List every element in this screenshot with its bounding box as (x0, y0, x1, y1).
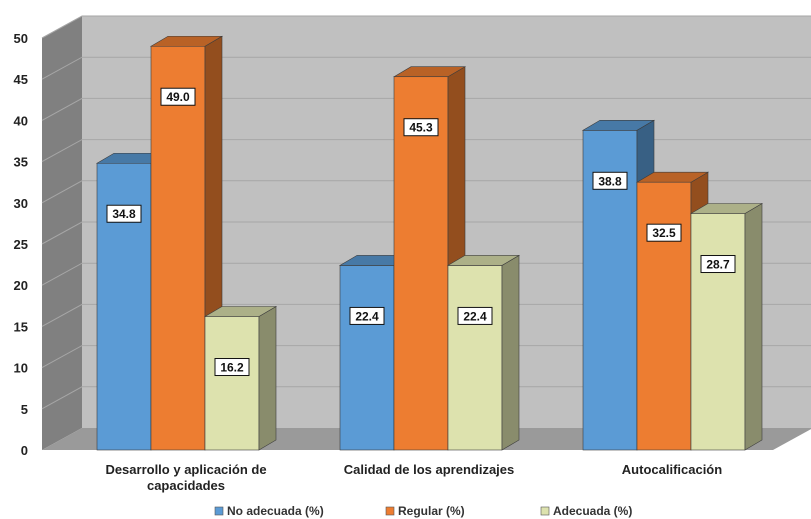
data-label: 16.2 (220, 361, 244, 375)
x-tick-label-line: Calidad de los aprendizajes (344, 462, 515, 477)
bar (689, 202, 764, 451)
bar (203, 305, 278, 451)
gridline (41, 221, 811, 245)
bar-top (446, 255, 521, 266)
bar-side (501, 254, 520, 451)
legend-label: No adecuada (%) (227, 504, 324, 518)
data-label: 32.5 (652, 226, 676, 240)
data-label-box (160, 87, 196, 106)
bar-top (635, 171, 710, 183)
y-tick-label: 10 (14, 361, 28, 376)
y-tick-label: 5 (21, 402, 28, 417)
bar-front (447, 265, 503, 451)
data-label: 45.3 (409, 121, 433, 135)
bar (446, 254, 521, 451)
legend-item: Adecuada (%) (540, 504, 632, 518)
gridline (41, 56, 811, 80)
x-tick-label: Calidad de los aprendizajes (344, 462, 515, 477)
gridlines (41, 15, 811, 410)
y-tick-label: 20 (14, 278, 28, 293)
bar-front (339, 265, 395, 451)
x-tick-label-line: Desarrollo y aplicación de (105, 462, 266, 477)
gridline (41, 180, 811, 204)
gridline (41, 345, 811, 369)
legend-swatch (385, 506, 395, 516)
legend-label: Adecuada (%) (553, 504, 632, 518)
bar-front (150, 45, 206, 451)
data-label: 49.0 (166, 90, 190, 104)
gridline (41, 386, 811, 410)
data-label: 38.8 (598, 174, 622, 188)
bar-front (393, 76, 449, 451)
gridline (41, 262, 811, 286)
x-tick-label-line: Autocalificación (622, 462, 722, 477)
legend-label: Regular (%) (398, 504, 465, 518)
gridline (41, 139, 811, 163)
y-tick-label: 25 (14, 237, 28, 252)
y-tick-label: 45 (14, 72, 28, 87)
y-tick-label: 15 (14, 319, 28, 334)
y-axis: 0 5 10 15 20 25 30 35 40 45 50 (14, 31, 28, 458)
y-tick-label: 0 (21, 443, 28, 458)
gridline (41, 303, 811, 327)
y-tick-label: 40 (14, 113, 28, 128)
data-label: 22.4 (463, 309, 487, 323)
x-tick-label: Desarrollo y aplicación de capacidades (105, 462, 266, 493)
bar-top (689, 203, 764, 214)
data-label-box (403, 118, 439, 137)
x-tick-label-line: capacidades (147, 478, 225, 493)
bar-front (204, 316, 260, 451)
legend: No adecuada (%) Regular (%) Adecuada (%) (214, 504, 632, 518)
data-label-box (700, 255, 736, 274)
data-label-box (646, 223, 682, 242)
gridline (41, 15, 811, 39)
bar-side (258, 305, 277, 451)
bar-top (203, 306, 278, 317)
bar-side (744, 202, 763, 451)
data-labels: 34.8 49.0 16.2 22.4 45.3 22.4 38.8 32.5 28.7 (106, 87, 736, 377)
gridline (41, 97, 811, 121)
data-label: 22.4 (355, 309, 379, 323)
y-tick-label: 50 (14, 31, 28, 46)
data-label-box (214, 358, 250, 377)
data-label-box (106, 204, 142, 223)
data-label-box (457, 306, 493, 325)
legend-swatch (214, 506, 224, 516)
bar-front (690, 213, 746, 451)
data-label: 34.8 (112, 207, 136, 221)
y-tick-label: 30 (14, 196, 28, 211)
bar-front (636, 181, 692, 451)
bar-top (392, 66, 467, 78)
legend-item: Regular (%) (385, 504, 465, 518)
y-tick-label: 35 (14, 155, 28, 170)
bar-top (149, 35, 224, 47)
data-label-box (349, 306, 385, 325)
x-tick-label: Autocalificación (622, 462, 722, 477)
legend-item: No adecuada (%) (214, 504, 324, 518)
x-axis: Desarrollo y aplicación de capacidades Cal… (105, 462, 722, 493)
data-label: 28.7 (706, 258, 730, 272)
legend-swatch (540, 506, 550, 516)
bar-top (581, 119, 656, 131)
data-label-box (592, 171, 628, 190)
bar (149, 35, 224, 451)
